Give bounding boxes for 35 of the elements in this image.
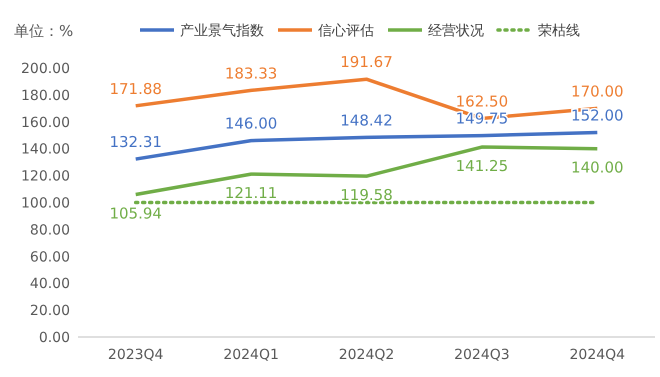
data-label: 141.25 xyxy=(456,157,508,176)
y-tick-label: 40.00 xyxy=(30,276,70,292)
data-label: 171.88 xyxy=(109,80,162,98)
data-label: 170.00 xyxy=(571,82,624,100)
legend-label: 荣枯线 xyxy=(538,23,580,39)
y-tick-label: 200.00 xyxy=(21,61,70,77)
data-label: 148.42 xyxy=(340,111,393,130)
data-label: 132.31 xyxy=(109,133,162,152)
data-label: 121.11 xyxy=(224,184,278,202)
y-tick-label: 20.00 xyxy=(30,303,70,320)
data-label: 140.00 xyxy=(571,158,624,177)
data-label: 119.58 xyxy=(340,186,393,204)
y-tick-label: 180.00 xyxy=(21,88,70,104)
y-axis-title: 单位：% xyxy=(14,22,74,40)
data-label: 146.00 xyxy=(224,114,278,133)
y-tick-label: 0.00 xyxy=(38,330,70,346)
y-tick-label: 120.00 xyxy=(21,168,70,185)
legend-label: 信心评估 xyxy=(318,23,374,39)
x-tick-label: 2024Q1 xyxy=(223,347,279,363)
y-tick-label: 100.00 xyxy=(21,196,70,212)
y-tick-label: 160.00 xyxy=(21,114,70,131)
legend-label: 经营状况 xyxy=(428,23,484,39)
y-tick-label: 80.00 xyxy=(30,222,70,238)
x-tick-label: 2024Q3 xyxy=(454,347,510,363)
y-tick-label: 140.00 xyxy=(21,142,70,158)
x-tick-label: 2024Q2 xyxy=(338,347,394,363)
x-tick-label: 2023Q4 xyxy=(108,347,164,363)
data-label: 162.50 xyxy=(456,92,508,110)
data-label: 183.33 xyxy=(224,64,278,82)
data-label: 105.94 xyxy=(109,204,162,223)
x-tick-label: 2024Q4 xyxy=(570,347,626,363)
data-label: 152.00 xyxy=(571,106,624,125)
y-tick-label: 60.00 xyxy=(30,249,70,266)
data-label: 191.67 xyxy=(340,53,393,72)
legend-label: 产业景气指数 xyxy=(180,23,264,39)
